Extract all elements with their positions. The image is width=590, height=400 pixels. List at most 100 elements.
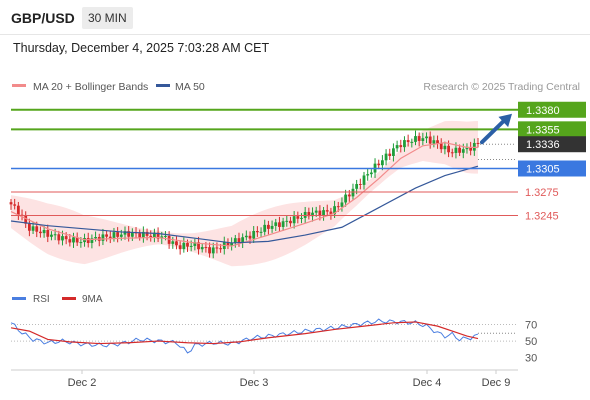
candle [153,228,156,243]
candle-body [403,140,406,148]
rsi-area: 70 50 30 [10,318,537,365]
candle-body [267,224,270,229]
rsi-legend: RSI 9MA [12,294,103,305]
candle-body [208,247,211,254]
candle-body [322,210,325,216]
candle [325,204,329,216]
candle [27,218,31,237]
candle-body [108,236,112,238]
candle-body [307,211,311,217]
candle [281,217,285,231]
candle [193,238,197,251]
candle-body [79,242,83,244]
candle-body [241,237,245,243]
candle [270,220,274,233]
candle [237,232,241,247]
candle-body [116,232,120,237]
candle [13,198,17,210]
support-label: 1.3275 [525,187,559,199]
candle [105,230,109,242]
candle-body [94,237,97,239]
candle-body [90,238,94,243]
candle-body [233,238,237,243]
candle [421,132,425,146]
candle [406,134,410,147]
candle-body [461,149,465,153]
candle [322,206,325,221]
candle [366,168,370,181]
candle [384,149,388,166]
candle [267,220,270,235]
candle [16,201,20,220]
candle [226,238,230,250]
candle-body [340,202,344,207]
candle [307,207,311,220]
candle [127,226,131,242]
candle-body [380,160,384,166]
candle-body [314,210,318,213]
candle-body [296,216,300,219]
candle-body [414,136,417,142]
candle-body [237,238,241,243]
candle [244,230,248,241]
price-level-1.3355: 1.3355 [11,121,586,138]
candle-body [57,234,61,241]
price-level-1.3305: 1.3305 [11,159,586,177]
candle-body [226,241,230,246]
candle [39,226,42,238]
candle-body [64,236,68,240]
candle-body [355,184,359,189]
candle-body [318,210,322,216]
candle [443,141,447,155]
candle-body [182,242,186,250]
candle [311,207,314,222]
candle-body [46,230,50,237]
candle-body [75,237,79,243]
candle [116,227,120,243]
ma-legend-swatch [12,84,26,87]
rsi-legend-swatch [12,297,26,300]
candle [263,219,267,236]
timeframe-button[interactable]: 30 MIN [82,7,133,29]
rsi-tick-label: 30 [525,353,537,365]
candle-body [447,145,450,153]
candle [300,213,303,224]
candle-body [112,232,116,238]
price-level-1.3380: 1.3380 [11,101,586,118]
candle-body [248,235,252,239]
candle-body [61,236,64,241]
resistance-label: 1.3355 [526,124,560,136]
x-axis: Dec 2 Dec 3 Dec 4 Dec 9 [68,370,510,389]
ma20-line [10,142,478,247]
candle-body [347,194,351,197]
candle-body [141,231,145,238]
candle-body [204,247,208,249]
candle [112,227,116,242]
candle [141,226,145,243]
rsi-ma-line [10,321,479,345]
candle-body [259,231,263,233]
candle-body [406,140,410,143]
forecast-arrow-head [498,113,512,128]
resistance-tag [518,101,586,118]
candle [436,135,439,149]
candle [369,169,373,178]
candle [90,234,94,249]
candle-body [369,172,373,175]
candle [289,216,292,227]
candle [476,138,480,148]
candle-body [244,235,248,238]
candle-body [156,232,160,239]
candle-body [24,215,28,224]
candle [410,138,414,148]
candle [197,236,200,255]
candle-body [469,147,473,151]
candle-body [171,241,175,244]
candle-body [123,231,127,235]
candle [259,227,263,238]
candle-body [68,239,72,243]
candle-body [105,234,109,237]
candle [414,130,417,146]
price-level-1.3245: 1.3245 [11,211,559,223]
